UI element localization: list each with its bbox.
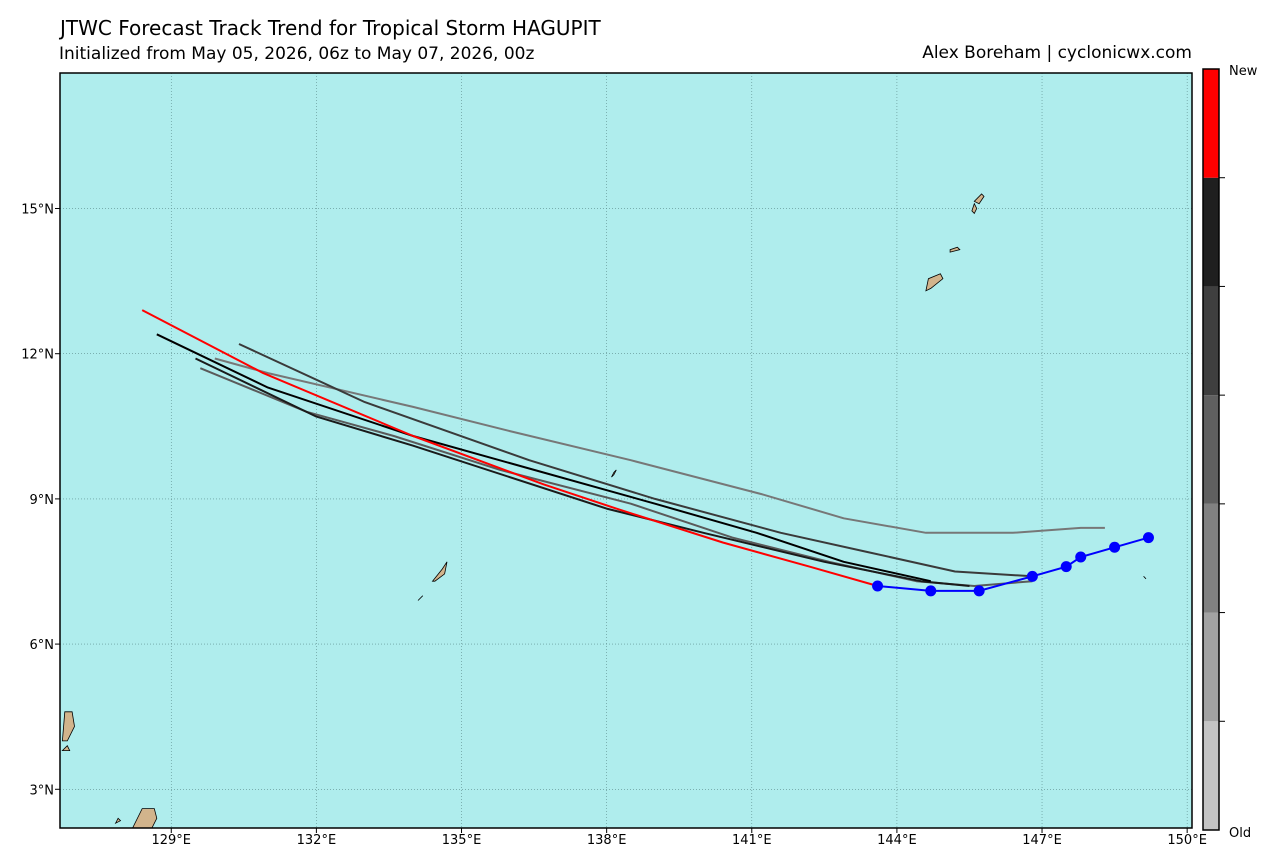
island-palau	[431, 561, 448, 582]
island-mindanao-south	[61, 745, 71, 751]
land-features	[61, 193, 1147, 828]
island-palau-south	[417, 595, 424, 601]
colorbar-segment	[1203, 69, 1219, 178]
x-tick-label: 132°E	[297, 833, 337, 848]
colorbar-segment	[1203, 721, 1219, 830]
x-tick-label: 135°E	[442, 833, 482, 848]
island-saipan	[973, 193, 985, 205]
island-halmahera	[132, 808, 158, 828]
x-tick-label: 144°E	[877, 833, 917, 848]
forecast-track-line	[214, 357, 1105, 534]
colorbar-segment	[1203, 612, 1219, 722]
y-tick-label: 15°N	[21, 203, 54, 218]
colorbar	[1202, 68, 1225, 831]
island-tinian	[971, 202, 978, 215]
island-east-islet	[1143, 576, 1147, 580]
track-point	[1060, 561, 1072, 573]
forecast-tracks	[141, 309, 1105, 587]
track-point	[1142, 532, 1154, 544]
track-point	[973, 585, 985, 597]
island-mindanao-north	[61, 711, 75, 742]
island-rota	[949, 246, 961, 253]
island-morotai-islet	[114, 817, 122, 825]
x-tick-label: 129°E	[151, 833, 191, 848]
colorbar-segment	[1203, 177, 1219, 287]
chart-subtitle: Initialized from May 05, 2026, 06z to Ma…	[59, 44, 535, 64]
current-track-line	[877, 536, 1149, 592]
x-tick-label: 150°E	[1167, 833, 1207, 848]
y-tick-label: 12°N	[21, 348, 54, 363]
x-tick-label: 141°E	[732, 833, 772, 848]
chart-title: JTWC Forecast Track Trend for Tropical S…	[60, 16, 601, 40]
island-yap	[611, 469, 617, 478]
y-tick-label: 3°N	[30, 783, 55, 798]
island-guam	[925, 273, 944, 292]
forecast-track-line	[238, 343, 1033, 578]
ocean-background	[60, 73, 1192, 828]
track-point	[1075, 551, 1087, 563]
track-point	[1109, 541, 1121, 553]
track-point	[872, 580, 884, 592]
map-frame	[59, 72, 1193, 829]
colorbar-old-label: Old	[1229, 826, 1251, 841]
colorbar-new-label: New	[1229, 64, 1258, 79]
chart-credit: Alex Boreham | cyclonicwx.com	[922, 43, 1192, 63]
colorbar-segment	[1203, 503, 1219, 613]
colorbar-segment	[1203, 286, 1219, 396]
track-point	[925, 585, 937, 597]
colorbar-segment	[1203, 395, 1219, 504]
forecast-track-line	[141, 309, 878, 587]
colorbar-frame	[1202, 68, 1220, 831]
forecast-track-line	[156, 333, 932, 583]
x-tick-label: 138°E	[587, 833, 627, 848]
track-point	[1026, 570, 1038, 582]
axis-ticks: 129°E 132°E 135°E 138°E 141°E 144°E 147°E 150°E…	[21, 203, 1207, 848]
y-tick-label: 9°N	[30, 493, 55, 508]
y-tick-label: 6°N	[30, 638, 55, 653]
x-tick-label: 147°E	[1022, 833, 1062, 848]
current-track	[872, 532, 1154, 597]
